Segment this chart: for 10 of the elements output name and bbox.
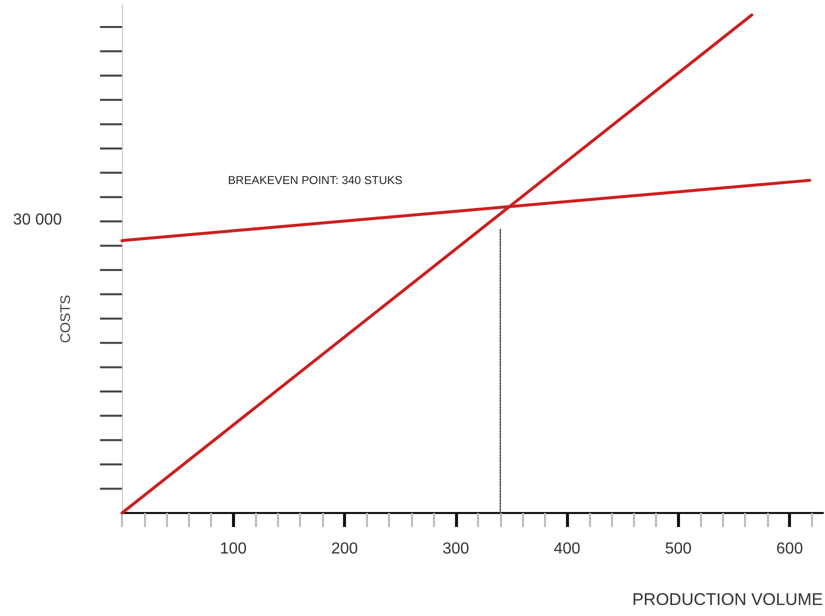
x-tick-label: 500	[665, 540, 692, 558]
x-axis-title: PRODUCTION VOLUME	[632, 590, 823, 609]
text: 30 000	[13, 212, 62, 228]
x-tick-label: 200	[331, 540, 358, 558]
annotation: BREAKEVEN POINT: 340 STUKS	[228, 175, 403, 187]
y-axis-title: COSTS	[57, 294, 73, 344]
x-tick-label: 300	[442, 540, 470, 558]
x-tick-label: 600	[776, 540, 804, 558]
x-tick-label: 400	[554, 540, 581, 558]
x-tick-label: 100	[220, 540, 247, 558]
